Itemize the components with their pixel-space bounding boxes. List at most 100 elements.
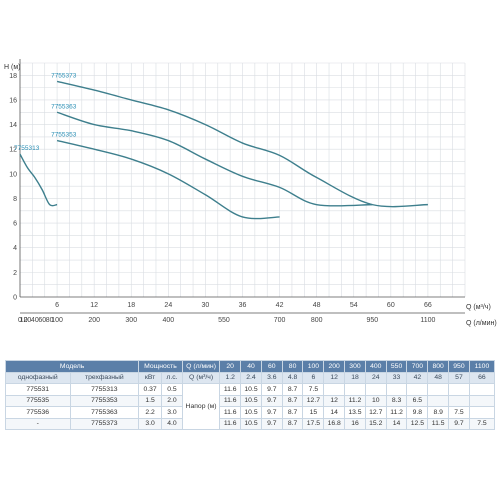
q-m3h-cell: 57 — [448, 371, 470, 384]
single-phase-model: - — [5, 417, 71, 430]
q-lmin-cell: 100 — [302, 360, 325, 373]
x2-tick-label: 20 — [24, 317, 32, 324]
q-lmin-cell: 950 — [448, 360, 470, 373]
q-m3h-cell: 1.2 — [219, 371, 242, 384]
y-tick-label: 2 — [13, 270, 17, 277]
head-value: 10.5 — [240, 394, 262, 407]
curve-7755373 — [56, 80, 428, 208]
head-value: 10.5 — [240, 406, 262, 419]
single-phase-model: 775536 — [5, 406, 71, 419]
x2-tick-label: 10 — [20, 317, 28, 324]
x-tick-label: 18 — [127, 302, 135, 309]
q-m3h-cell: 33 — [385, 371, 408, 384]
head-value: 9.7 — [260, 394, 283, 407]
head-value — [468, 406, 496, 419]
head-value: 8.7 — [281, 383, 304, 396]
head-value: 10.5 — [240, 417, 262, 430]
head-label: Напор (м) — [181, 383, 221, 430]
head-value — [468, 383, 496, 396]
head-value: 13.5 — [344, 406, 366, 419]
table-row: 775536 7755363 2.2 3.0 11.6 10.5 9.7 8.7 15 14 13.… — [5, 406, 496, 419]
x2-tick-label: 100 — [51, 317, 63, 324]
series-label-7755313: 7755313 — [14, 145, 40, 152]
q-lmin-cell: 700 — [406, 360, 429, 373]
q-lmin-cell: 800 — [427, 360, 450, 373]
single-phase-model: 775535 — [5, 394, 71, 407]
x2-tick-label: 1100 — [420, 317, 435, 324]
head-value: 7.5 — [448, 406, 470, 419]
head-value: 8.7 — [281, 394, 304, 407]
q-m3h-cell: 6 — [302, 371, 325, 384]
power-kw: 0.37 — [138, 383, 163, 396]
head-value: 11.6 — [219, 394, 242, 407]
power-hp: 2.0 — [161, 394, 183, 407]
head-value — [448, 383, 470, 396]
x-tick-label: 48 — [313, 302, 321, 309]
q-lmin-cell: 400 — [364, 360, 387, 373]
head-value: 9.7 — [260, 417, 283, 430]
q-m3h-cell: 42 — [406, 371, 429, 384]
x2-tick-label: 80 — [46, 317, 54, 324]
three-phase-header: трехфазный — [69, 371, 140, 384]
q-lmin-header: Q (л/мин) — [181, 360, 221, 373]
x-tick-label: 24 — [164, 302, 172, 309]
q-lmin-cell: 1100 — [468, 360, 496, 373]
three-phase-model: 7755313 — [69, 383, 140, 396]
three-phase-model: 7755373 — [69, 417, 140, 430]
power-hp: 3.0 — [161, 406, 183, 419]
head-value: 16.8 — [323, 417, 346, 430]
curve-7755363 — [56, 111, 373, 207]
head-value: 9.7 — [260, 406, 283, 419]
head-value: 10.5 — [240, 383, 262, 396]
head-value — [344, 383, 366, 396]
head-value: 17.5 — [302, 417, 325, 430]
y-tick-label: 18 — [9, 73, 17, 80]
y-tick-label: 8 — [13, 196, 17, 203]
table-row: 775531 7755313 0.37 0.5 Напор (м) 11.6 10.5 9.7… — [5, 383, 496, 430]
x2-tick-label: 0 — [18, 317, 22, 324]
head-value — [468, 394, 496, 407]
head-value: 14 — [323, 406, 346, 419]
head-value — [385, 383, 408, 396]
three-phase-model: 7755353 — [69, 394, 140, 407]
q-m3h-cell: 66 — [468, 371, 496, 384]
head-value: 6.5 — [406, 394, 429, 407]
x-axis-title: Q (м³/ч) — [466, 304, 491, 311]
curve-7755353 — [56, 139, 280, 220]
head-value: 11.5 — [427, 417, 450, 430]
power-header: Мощность — [138, 360, 183, 373]
power-kw: 1.5 — [138, 394, 163, 407]
x-tick-label: 60 — [387, 302, 395, 309]
pump-spec-table: Модель Мощность Q (л/мин) 20 40 60 80 10… — [4, 360, 496, 430]
table-header-row: Модель Мощность Q (л/мин) 20 40 60 80 10… — [4, 360, 496, 373]
x-tick-label: 30 — [202, 302, 210, 309]
three-phase-model: 7755363 — [69, 406, 140, 419]
model-header: Модель — [4, 360, 140, 373]
head-value: 12.5 — [406, 417, 429, 430]
q-lmin-cell: 60 — [260, 360, 283, 373]
q-m3h-cell: 18 — [344, 371, 366, 384]
head-value: 12 — [323, 394, 346, 407]
head-value — [323, 383, 346, 396]
head-value: 12.7 — [364, 406, 387, 419]
q-m3h-header: Q (м³/ч) — [181, 371, 221, 384]
q-m3h-cell: 24 — [364, 371, 387, 384]
y-tick-label: 10 — [9, 171, 17, 178]
head-value: 7.5 — [302, 383, 325, 396]
x2-axis-title: Q (л/мин) — [466, 320, 497, 327]
q-m3h-cell: 4.8 — [281, 371, 304, 384]
head-value: 11.6 — [219, 417, 242, 430]
power-kw: 2.2 — [138, 406, 163, 419]
x-tick-label: 12 — [90, 302, 98, 309]
head-value: 15.2 — [364, 417, 387, 430]
y-tick-label: 0 — [13, 295, 17, 302]
q-lmin-cell: 300 — [344, 360, 366, 373]
x2-tick-label: 300 — [125, 317, 137, 324]
q-m3h-cell: 48 — [427, 371, 450, 384]
x-tick-label: 54 — [350, 302, 358, 309]
head-value: 11.2 — [385, 406, 408, 419]
y-tick-label: 6 — [13, 221, 17, 228]
head-value: 8.9 — [427, 406, 450, 419]
